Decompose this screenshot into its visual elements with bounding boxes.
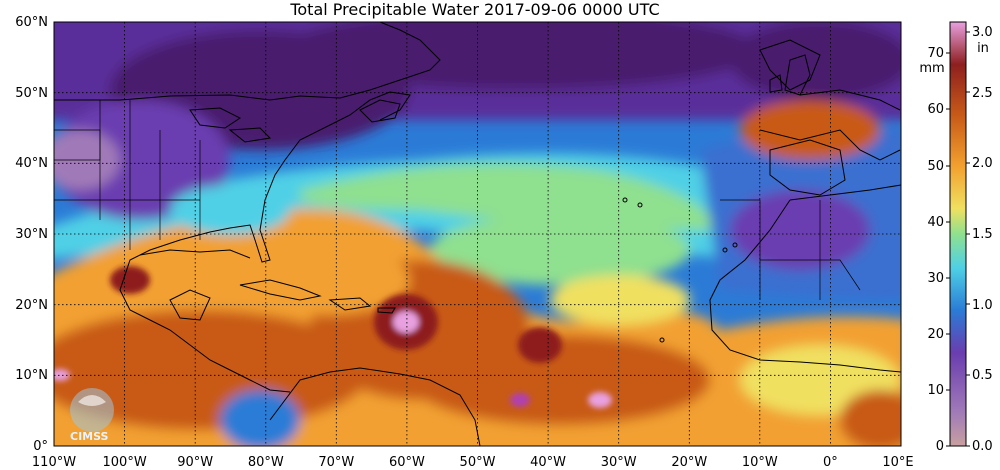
in-tick: 0.5 (972, 368, 993, 383)
colorbar-gradient (949, 21, 967, 447)
lon-labels: 110°W 100°W 90°W 80°W 70°W 60°W 50°W 40°… (32, 455, 914, 470)
lon-label: 70°W (318, 455, 354, 470)
lat-label: 30°N (15, 227, 48, 242)
mm-tick: 50 (927, 159, 944, 174)
lat-labels: 60°N 50°N 40°N 30°N 20°N 10°N 0° (15, 15, 48, 454)
mm-tick: 0 (936, 439, 944, 454)
tpw-field (54, 22, 901, 446)
lat-label: 60°N (15, 15, 48, 30)
lon-label: 40°W (530, 455, 566, 470)
lon-label: 60°W (389, 455, 425, 470)
in-tick: 0.0 (972, 439, 993, 454)
logo-text: CIMSS (70, 430, 109, 443)
mm-tick: 10 (927, 383, 944, 398)
lon-label: 10°W (742, 455, 778, 470)
mm-tick: 30 (927, 271, 944, 286)
lon-label: 100°W (103, 455, 147, 470)
lon-label: 90°W (177, 455, 213, 470)
lon-label: 50°W (460, 455, 496, 470)
lon-label: 0° (823, 455, 838, 470)
lon-label: 10°E (882, 455, 913, 470)
in-tick: 1.0 (972, 298, 993, 313)
lon-label: 20°W (671, 455, 707, 470)
in-tick: 1.5 (972, 227, 993, 242)
mm-tick: 40 (927, 215, 944, 230)
coastlines (54, 22, 901, 446)
in-tick: 3.0 (972, 25, 993, 40)
mm-tick: 60 (927, 102, 944, 117)
borders (54, 100, 861, 300)
in-tick: 2.5 (972, 86, 993, 101)
in-unit: in (977, 41, 989, 56)
colorbar: 0 10 20 30 40 50 60 70 mm (919, 21, 993, 454)
lon-label: 80°W (248, 455, 284, 470)
mm-tick: 20 (927, 327, 944, 342)
lon-label: 30°W (601, 455, 637, 470)
lat-label: 20°N (15, 298, 48, 313)
map-title: Total Precipitable Water 2017-09-06 0000… (290, 0, 660, 19)
in-tick: 2.0 (972, 156, 993, 171)
lon-label: 110°W (32, 455, 76, 470)
lat-label: 50°N (15, 86, 48, 101)
mm-ticks: 0 10 20 30 40 50 60 70 (927, 46, 944, 454)
lat-label: 0° (33, 439, 48, 454)
lat-label: 40°N (15, 156, 48, 171)
mm-tick: 70 (927, 46, 944, 61)
mm-unit: mm (919, 61, 944, 76)
map-frame (53, 21, 902, 447)
in-ticks: 0.0 0.5 1.0 1.5 2.0 2.5 3.0 (972, 25, 993, 454)
cimss-logo: CIMSS (70, 388, 114, 443)
graticule (54, 22, 901, 446)
lat-label: 10°N (15, 368, 48, 383)
